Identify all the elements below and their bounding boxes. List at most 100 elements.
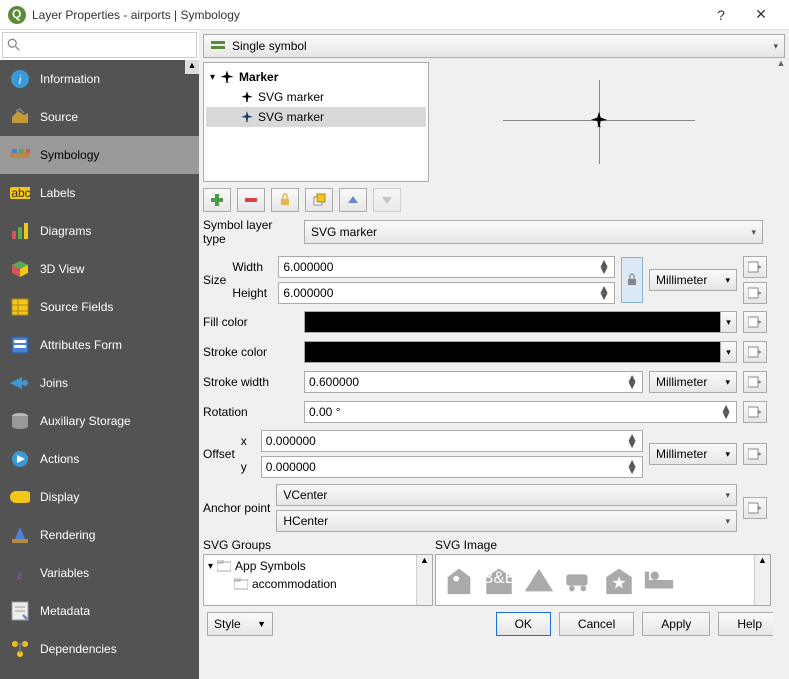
- sidebar-item-dependencies[interactable]: Dependencies: [0, 630, 199, 668]
- strokecolor-swatch[interactable]: ▾: [304, 341, 737, 363]
- offset-x-input[interactable]: 0.000000▲▼: [261, 430, 643, 452]
- sidebar-item-symbology[interactable]: Symbology: [0, 136, 199, 174]
- sidebar-item-variables[interactable]: ε Variables: [0, 554, 199, 592]
- anchor-v-combo[interactable]: VCenter▾: [276, 484, 737, 506]
- panel-scrollbar[interactable]: ▲: [773, 58, 789, 639]
- expr-button-stroke[interactable]: [743, 341, 767, 363]
- style-button[interactable]: Style▼: [207, 612, 273, 636]
- move-up-button[interactable]: [339, 188, 367, 212]
- spinner-icon[interactable]: ▲▼: [626, 434, 638, 448]
- symbol-mode-combo[interactable]: Single symbol ▾: [203, 34, 785, 58]
- svg-text:ε: ε: [17, 568, 23, 582]
- sidebar-item-joins[interactable]: Joins: [0, 364, 199, 402]
- form-icon: [10, 335, 30, 355]
- sidebar-item-label: 3D View: [40, 262, 84, 276]
- expr-button-anchor[interactable]: [743, 497, 767, 519]
- expr-button-height[interactable]: [743, 282, 767, 304]
- width-input[interactable]: 6.000000 ▲▼: [278, 256, 615, 278]
- width-value: 6.000000: [283, 260, 333, 274]
- remove-layer-button[interactable]: [237, 188, 265, 212]
- sidebar-item-label: Joins: [40, 376, 68, 390]
- svg-thumb[interactable]: B&B: [482, 563, 516, 597]
- sidebar-item-3dview[interactable]: 3D View: [0, 250, 199, 288]
- spinner-icon[interactable]: ▲▼: [626, 375, 638, 389]
- lock-layer-button[interactable]: [271, 188, 299, 212]
- offset-unit-combo[interactable]: Millimeter▾: [649, 443, 737, 465]
- duplicate-layer-button[interactable]: [305, 188, 333, 212]
- sidebar-item-actions[interactable]: Actions: [0, 440, 199, 478]
- svg-image-gallery[interactable]: B&B ★ ▲: [435, 554, 771, 606]
- sidebar-item-label: Rendering: [40, 528, 95, 542]
- tree-root[interactable]: ▾ Marker: [206, 67, 426, 87]
- rotation-input[interactable]: 0.00 °▲▼: [304, 401, 737, 423]
- aspect-lock-button[interactable]: [621, 257, 643, 303]
- strokewidth-label: Stroke width: [203, 375, 298, 389]
- offset-y-input[interactable]: 0.000000▲▼: [261, 456, 643, 478]
- expr-button-fill[interactable]: [743, 311, 767, 333]
- spinner-icon[interactable]: ▲▼: [598, 286, 610, 300]
- metadata-icon: [10, 601, 30, 621]
- move-down-button[interactable]: [373, 188, 401, 212]
- svg-thumb[interactable]: ★: [602, 563, 636, 597]
- chevron-down-icon[interactable]: ▾: [720, 312, 736, 332]
- ok-label: OK: [515, 617, 532, 631]
- size-label: Size: [203, 273, 226, 287]
- size-unit-combo[interactable]: Millimeter▾: [649, 269, 737, 291]
- cancel-button[interactable]: Cancel: [559, 612, 634, 636]
- help-icon[interactable]: ?: [701, 7, 741, 23]
- strokewidth-value: 0.600000: [309, 375, 359, 389]
- sidebar-item-display[interactable]: Display: [0, 478, 199, 516]
- display-icon: [10, 487, 30, 507]
- sidebar-item-sourcefields[interactable]: Source Fields: [0, 288, 199, 326]
- svg-group-child[interactable]: accommodation: [208, 575, 428, 593]
- expr-icon: [748, 376, 762, 388]
- ok-button[interactable]: OK: [496, 612, 551, 636]
- sidebar-item-source[interactable]: Source: [0, 98, 199, 136]
- expr-button-width[interactable]: [743, 256, 767, 278]
- expr-button-offset[interactable]: [743, 443, 767, 465]
- scrollbar[interactable]: ▲: [754, 555, 770, 605]
- symbol-layer-tree[interactable]: ▾ Marker SVG marker SVG marker: [203, 62, 429, 182]
- symbol-layer-type-combo[interactable]: SVG marker ▾: [304, 220, 763, 244]
- sidebar-item-information[interactable]: iInformation: [0, 60, 199, 98]
- sidebar-scroll-up[interactable]: ▲: [185, 60, 199, 74]
- anchor-h-combo[interactable]: HCenter▾: [276, 510, 737, 532]
- height-input[interactable]: 6.000000▲▼: [278, 282, 615, 304]
- expr-button-strokewidth[interactable]: [743, 371, 767, 393]
- spinner-icon[interactable]: ▲▼: [720, 405, 732, 419]
- svg-thumb[interactable]: [442, 563, 476, 597]
- sidebar-item-label: Attributes Form: [40, 338, 122, 352]
- svg-groups-tree[interactable]: ▾App Symbols accommodation ▲: [203, 554, 433, 606]
- fillcolor-swatch[interactable]: ▾: [304, 311, 737, 333]
- sidebar: ▲ iInformation Source Symbology abcLabel…: [0, 60, 199, 679]
- sidebar-item-metadata[interactable]: Metadata: [0, 592, 199, 630]
- sidebar-item-label: Metadata: [40, 604, 90, 618]
- close-icon[interactable]: ✕: [741, 6, 781, 23]
- scrollbar[interactable]: ▲: [416, 555, 432, 605]
- tree-child-0[interactable]: SVG marker: [206, 87, 426, 107]
- sidebar-item-label: Actions: [40, 452, 79, 466]
- strokewidth-input[interactable]: 0.600000 ▲▼: [304, 371, 643, 393]
- svg-thumb[interactable]: [562, 563, 596, 597]
- spinner-icon[interactable]: ▲▼: [626, 460, 638, 474]
- add-layer-button[interactable]: [203, 188, 231, 212]
- sidebar-item-labels[interactable]: abcLabels: [0, 174, 199, 212]
- sidebar-item-rendering[interactable]: Rendering: [0, 516, 199, 554]
- sidebar-item-label: Variables: [40, 566, 89, 580]
- search-input[interactable]: [2, 32, 197, 58]
- expr-icon: [748, 261, 762, 273]
- sidebar-item-diagrams[interactable]: Diagrams: [0, 212, 199, 250]
- sidebar-item-attrform[interactable]: Attributes Form: [0, 326, 199, 364]
- svg-thumb[interactable]: [522, 563, 556, 597]
- apply-button[interactable]: Apply: [642, 612, 710, 636]
- collapse-icon[interactable]: ▾: [210, 72, 215, 83]
- svg-thumb[interactable]: [642, 563, 676, 597]
- tree-child-1[interactable]: SVG marker: [206, 107, 426, 127]
- sidebar-item-auxstorage[interactable]: Auxiliary Storage: [0, 402, 199, 440]
- svg-group-root[interactable]: ▾App Symbols: [208, 557, 428, 575]
- help-button[interactable]: Help: [718, 612, 781, 636]
- spinner-icon[interactable]: ▲▼: [598, 260, 610, 274]
- chevron-down-icon[interactable]: ▾: [720, 342, 736, 362]
- strokewidth-unit-combo[interactable]: Millimeter▾: [649, 371, 737, 393]
- expr-button-rotation[interactable]: [743, 401, 767, 423]
